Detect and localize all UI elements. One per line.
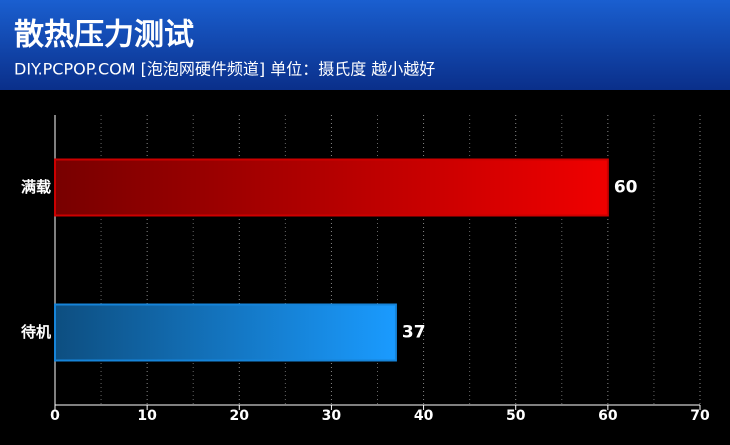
value-label: 37: [402, 323, 426, 343]
chart-subtitle: DIY.PCPOP.COM [泡泡网硬件频道] 单位：摄氏度 越小越好: [14, 60, 435, 79]
x-tick-label: 50: [506, 408, 526, 424]
x-tick-label: 60: [598, 408, 618, 424]
y-tick-label: 待机: [21, 323, 51, 341]
x-tick-label: 10: [137, 408, 157, 424]
bar: [54, 303, 397, 362]
bar: [54, 158, 609, 217]
header-band: [0, 0, 730, 90]
x-tick-label: 0: [50, 408, 60, 424]
value-label: 60: [614, 178, 638, 198]
x-tick-label: 70: [690, 408, 710, 424]
x-tick-label: 40: [414, 408, 434, 424]
x-tick-label: 30: [322, 408, 342, 424]
x-tick-label: 20: [230, 408, 250, 424]
y-tick-label: 满载: [21, 178, 51, 196]
chart-title: 散热压力测试: [14, 18, 194, 53]
